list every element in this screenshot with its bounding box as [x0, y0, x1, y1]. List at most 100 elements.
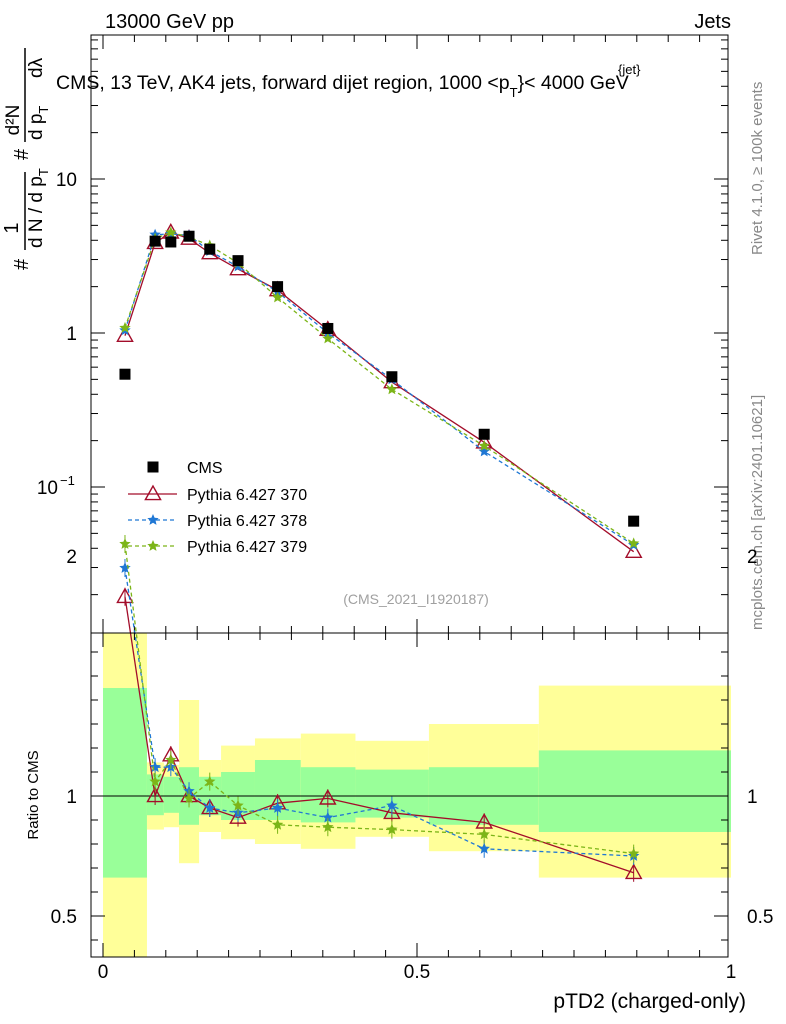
legend-label: Pythia 6.427 379: [187, 539, 307, 556]
y-tick-label: 10: [56, 170, 77, 191]
stat-uncertainty-band: [163, 776, 179, 813]
data-point-star: [147, 514, 159, 525]
ratio-y-tick-label: 0.5: [51, 907, 77, 928]
data-point-star: [478, 445, 490, 457]
data-point-triangle: [229, 259, 247, 276]
data-point-star: [232, 799, 244, 811]
ratio-y-axis-label: Ratio to CMS: [25, 750, 42, 839]
data-point-star: [271, 818, 284, 830]
ylabel-numerator: d²N: [3, 105, 24, 136]
data-point-triangle: [229, 808, 247, 824]
stat-uncertainty-band: [103, 688, 147, 878]
ratio-axis-ticks: [91, 633, 728, 957]
main-plot-area: [116, 222, 643, 558]
ylabel-one: 1: [1, 222, 23, 233]
data-point-star: [386, 799, 398, 811]
data-point-triangle: [144, 484, 162, 501]
data-point-star: [119, 538, 131, 549]
data-point-star: [165, 226, 177, 238]
title-superscript: {jet}: [618, 62, 641, 77]
y-tick-label-exponent: −1: [60, 473, 75, 488]
data-point-square: [272, 281, 284, 293]
data-point-star: [271, 291, 284, 303]
data-point-square: [119, 368, 131, 380]
data-point-star: [271, 802, 284, 813]
ylabel-den-dp: d pT: [26, 106, 51, 140]
header-left-label: 13000 GeV pp: [105, 11, 234, 33]
data-point-square: [149, 235, 161, 247]
ratio-frame: [90, 632, 729, 958]
ylabel-denominator: d N / d pT: [26, 168, 51, 248]
data-point-triangle: [319, 788, 337, 805]
title-subscript: T: [510, 85, 518, 100]
data-point-star: [149, 775, 161, 787]
legend-label: CMS: [187, 460, 223, 477]
title-text-main: CMS, 13 TeV, AK4 jets, forward dijet reg…: [56, 72, 510, 94]
ratio-y-tick-label: 1: [66, 787, 77, 808]
data-point-star: [149, 761, 161, 773]
ratio-y-tick-label-right: 1: [747, 787, 758, 808]
data-point-star: [204, 802, 216, 813]
data-point-triangle: [383, 803, 401, 820]
x-tick-label: 0.5: [404, 962, 430, 983]
data-point-star: [478, 828, 490, 840]
ratio-y-tick-labels: 2 2 1 1 0.5 0.5: [51, 547, 774, 928]
data-point-triangle: [624, 863, 643, 880]
data-point-star: [147, 540, 159, 551]
data-point-star: [628, 847, 640, 859]
data-point-star: [322, 811, 334, 823]
data-point-star: [478, 439, 490, 451]
legend-label: Pythia 6.427 370: [187, 487, 307, 504]
y-tick-label: 1: [66, 324, 77, 345]
stat-uncertainty-band: [538, 750, 731, 832]
title-text-end: }< 4000 GeV: [518, 72, 629, 94]
data-point-triangle: [146, 786, 164, 803]
data-point-star: [386, 383, 398, 395]
ratio-panel: 2 21 10.5 0.5 0 0.5 1 Ratio to CMS pTD2 (char…: [25, 535, 773, 1013]
mcplots-label: mcplots.cern.ch [arXiv:2401.10621]: [749, 395, 766, 630]
data-point-square: [147, 461, 159, 473]
ratio-y-tick-label-right: 2: [747, 547, 758, 568]
data-point-star: [628, 537, 640, 549]
data-point-star: [478, 842, 490, 854]
data-point-square: [628, 515, 640, 527]
data-point-square: [322, 322, 334, 334]
data-point-star: [322, 332, 334, 344]
legend: CMS Pythia 6.427 370 Pythia 6.427 378 Pythi…: [128, 460, 307, 556]
x-tick-labels: 0 0.5 1: [98, 962, 737, 983]
data-point-triangle: [116, 326, 134, 342]
ratio-plot-area: [116, 535, 643, 882]
x-tick-label: 0: [98, 962, 109, 983]
legend-label: Pythia 6.427 378: [187, 513, 307, 530]
x-tick-label: 1: [726, 962, 737, 983]
ratio-y-tick-label: 2: [66, 547, 77, 568]
data-point-square: [165, 236, 177, 248]
data-point-square: [386, 371, 398, 383]
data-point-star: [119, 562, 131, 573]
data-point-star: [119, 321, 131, 333]
data-point-star: [183, 792, 195, 804]
ratio-y-tick-label-right: 0.5: [747, 907, 773, 928]
data-point-star: [322, 821, 334, 833]
main-axis-ticks: [91, 35, 728, 633]
ratio-uncertainty-bands: [103, 633, 731, 957]
data-point-star: [204, 775, 216, 787]
ylabel-hash-mid: #: [11, 148, 33, 160]
data-point-square: [204, 243, 216, 255]
data-point-star: [386, 823, 398, 835]
data-point-square: [232, 255, 244, 267]
data-point-square: [183, 230, 195, 242]
analysis-reference: (CMS_2021_I1920187): [343, 591, 489, 607]
main-y-axis-label: # 1 d N / d pT # d²N d pT dλ: [1, 48, 51, 270]
y-tick-label: 10: [37, 478, 58, 499]
ylabel-hash-left: #: [11, 258, 33, 270]
header-right-label: Jets: [694, 11, 731, 33]
data-point-triangle: [116, 587, 134, 604]
data-point-triangle: [624, 542, 643, 558]
ylabel-den-dlambda: dλ: [26, 57, 47, 78]
x-axis-label: pTD2 (charged-only): [553, 990, 746, 1013]
plot-title: CMS, 13 TeV, AK4 jets, forward dijet reg…: [56, 72, 629, 100]
